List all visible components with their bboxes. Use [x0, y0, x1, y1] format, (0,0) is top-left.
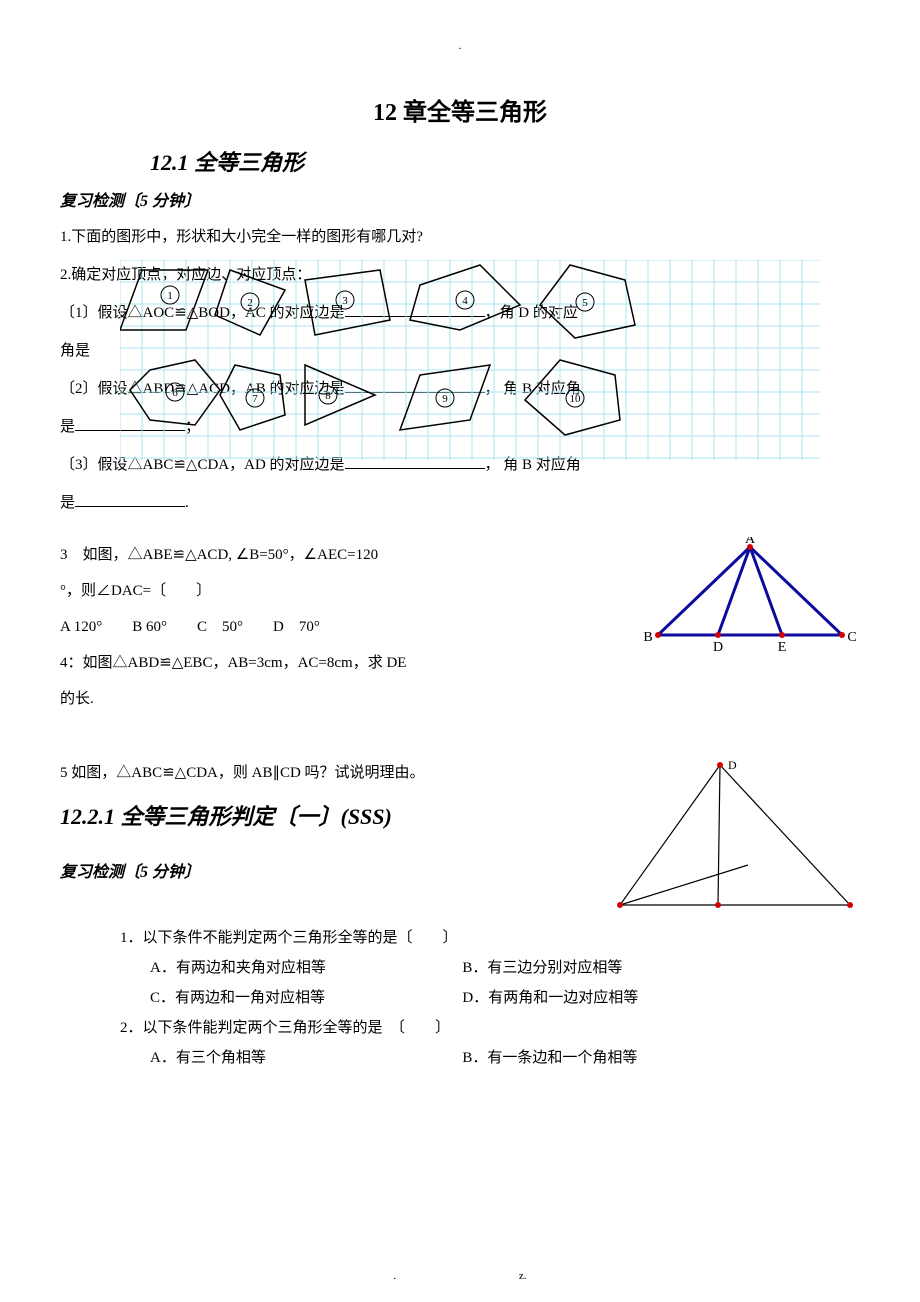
svg-text:D: D — [713, 640, 723, 655]
q2-2-c: 是 — [60, 419, 75, 435]
q2-1-line: 〔1〕假设△AOC≌△BOD，AC 的对应边是 ，角 D 的对应 — [60, 295, 860, 331]
q-ii-1-A: A．有两边和夹角对应相等 — [150, 953, 462, 983]
footer-right: z. — [519, 1270, 527, 1282]
chapter-title: 12 章全等三角形 — [60, 92, 860, 127]
blank — [345, 454, 485, 469]
q2-2-a: 〔2〕假设△ABD≌△ACD，AB 的对应边是 — [60, 381, 345, 397]
q5-sec-row: 5 如图，△ABC≌△CDA，则 AB∥CD 吗？试说明理由。 12.2.1 全… — [60, 755, 860, 915]
q3-text-b: °，则∠DAC=〔 〕 — [60, 573, 620, 609]
q2-1-a: 〔1〕假设△AOC≌△BOD，AC 的对应边是 — [60, 305, 345, 321]
figure-5: D — [600, 755, 860, 915]
q-ii-1-choices: A．有两边和夹角对应相等 B．有三边分别对应相等 C．有两边和一角对应相等 D．… — [150, 953, 860, 1013]
q2-1-line2: 角是 — [60, 333, 860, 369]
q4-text-b: 的长. — [60, 681, 620, 717]
q2-2-d: ； — [185, 419, 200, 435]
blank — [75, 416, 185, 431]
section-12-1-title: 12.1 全等三角形 — [150, 145, 860, 177]
q3-text-a: 3 如图，△ABE≌△ACD, ∠B=50°，∠AEC=120 — [60, 537, 620, 573]
q3-choices: A 120° B 60° C 50° D 70° — [60, 609, 620, 645]
q1-text: 1.下面的图形中，形状和大小完全一样的图形有哪几对? — [60, 219, 860, 255]
q-ii-1-D: D．有两角和一边对应相等 — [462, 983, 774, 1013]
q2-3-line2: 是. — [60, 485, 860, 521]
q5-text: 5 如图，△ABC≌△CDA，则 AB∥CD 吗？试说明理由。 — [60, 755, 580, 791]
blank — [345, 302, 485, 317]
review-heading-1: 复习检测〔5 分钟〕 — [60, 187, 860, 211]
q2-1-c: 角是 — [60, 343, 90, 359]
q-ii-1-B: B．有三边分别对应相等 — [462, 953, 774, 983]
svg-text:E: E — [778, 640, 787, 655]
q-ii-2-B: B．有一条边和一个角相等 — [462, 1043, 774, 1073]
q-ii-1-C: C．有两边和一角对应相等 — [150, 983, 462, 1013]
svg-text:B: B — [643, 630, 652, 645]
q-ii-2-choices: A．有三个角相等 B．有一条边和一个角相等 — [150, 1043, 860, 1073]
q2-3-d: . — [185, 495, 189, 511]
q2-3-a: 〔3〕假设△ABC≌△CDA，AD 的对应边是 — [60, 457, 345, 473]
footer: . z. — [0, 1270, 920, 1282]
q2-3-b: ， 角 B 对应角 — [485, 457, 581, 473]
svg-text:A: A — [745, 537, 756, 547]
section-12-2-1-title: 12.2.1 全等三角形判定〔一〕(SSS) — [60, 791, 580, 844]
blank — [75, 492, 185, 507]
q2-2-line: 〔2〕假设△ABD≌△ACD，AB 的对应边是 ， 角 B 对应角 — [60, 371, 860, 407]
q4-text-a: 4：如图△ABD≌△EBC，AB=3cm，AC=8cm，求 DE — [60, 645, 620, 681]
q-ii-2-A: A．有三个角相等 — [150, 1043, 462, 1073]
q-ii-2: 2．以下条件能判定两个三角形全等的是 〔 〕 — [120, 1013, 860, 1043]
q2-1-b: ，角 D 的对应 — [485, 305, 578, 321]
q2-3-line: 〔3〕假设△ABC≌△CDA，AD 的对应边是 ， 角 B 对应角 — [60, 447, 860, 483]
q2-intro: 2.确定对应顶点，对应边、对应顶点： — [60, 257, 860, 293]
q3-row: 3 如图，△ABE≌△ACD, ∠B=50°，∠AEC=120 °，则∠DAC=… — [60, 537, 860, 717]
q2-3-c: 是 — [60, 495, 75, 511]
footer-left: . — [393, 1270, 396, 1282]
blank — [345, 378, 485, 393]
q2-2-b: ， 角 B 对应角 — [485, 381, 581, 397]
review-heading-2: 复习检测〔5 分钟〕 — [60, 854, 580, 892]
svg-text:C: C — [847, 630, 856, 645]
q2-2-line2: 是； — [60, 409, 860, 445]
q-ii-1: 1．以下条件不能判定两个三角形全等的是〔 〕 — [120, 923, 860, 953]
figure-3: A B C D E — [640, 537, 860, 657]
header-dot: . — [60, 40, 860, 52]
svg-text:D: D — [728, 758, 737, 772]
